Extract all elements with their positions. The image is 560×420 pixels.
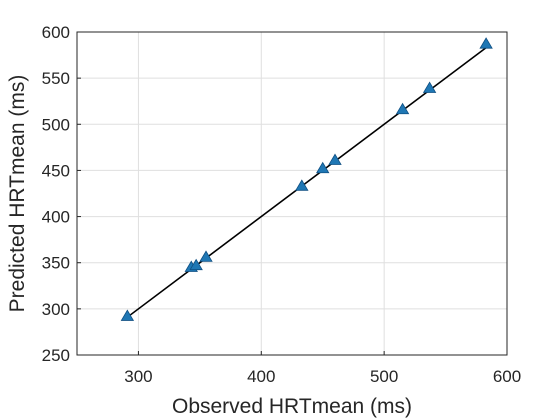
- x-tick-label: 600: [493, 367, 521, 386]
- y-tick-label: 350: [42, 254, 70, 273]
- data-point: [328, 153, 342, 165]
- data-point: [422, 81, 437, 93]
- data-point: [199, 250, 213, 262]
- x-tick-label: 500: [370, 367, 398, 386]
- data-point: [120, 309, 135, 321]
- y-tick-label: 600: [42, 23, 70, 42]
- y-tick-label: 250: [42, 346, 70, 365]
- y-tick-label: 450: [42, 161, 70, 180]
- fit-line-group: [126, 46, 488, 318]
- fit-line: [126, 46, 488, 318]
- data-points: [120, 37, 493, 321]
- data-point: [395, 102, 410, 115]
- axis-ticks: 300 400 500 600 250 300 350 400 450 500 550 600: [42, 23, 522, 386]
- x-axis-label: Observed HRTmean (ms): [172, 395, 412, 418]
- y-tick-label: 500: [42, 115, 70, 134]
- data-point: [295, 179, 309, 191]
- plot-area: [76, 31, 508, 356]
- data-point: [189, 258, 203, 271]
- y-tick-label: 400: [42, 208, 70, 227]
- data-point: [479, 37, 493, 49]
- y-tick-label: 300: [42, 300, 70, 319]
- data-point: [316, 161, 330, 174]
- x-tick-label: 300: [124, 367, 152, 386]
- y-axis-label: Predicted HRTmean (ms): [6, 75, 29, 313]
- y-tick-label: 550: [42, 69, 70, 88]
- x-tick-label: 400: [247, 367, 275, 386]
